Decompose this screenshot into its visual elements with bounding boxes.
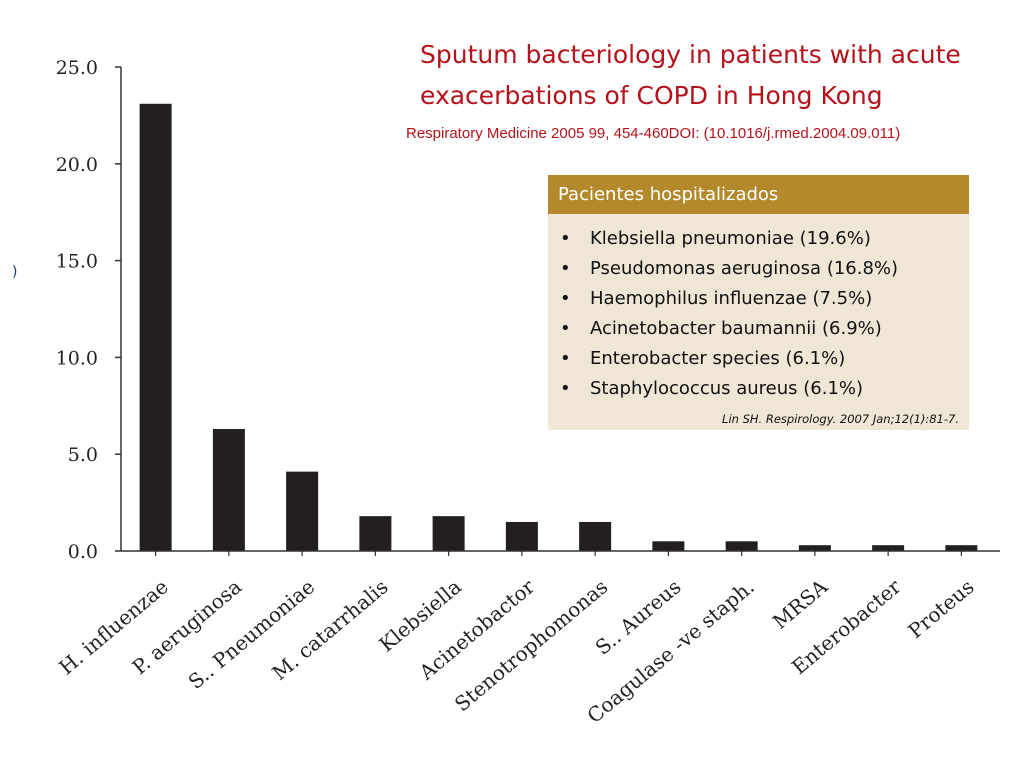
- info-item-text: Klebsiella pneumoniae (19.6%): [590, 228, 871, 249]
- bullet-icon: •: [560, 288, 571, 309]
- bullet-icon: •: [560, 318, 571, 339]
- y-axis: 0.0 5.0 10.0 15.0 20.0 25.0: [56, 57, 122, 563]
- x-tick-label: S.. Pneumoniae: [184, 574, 320, 693]
- info-box-header: Pacientes hospitalizados: [548, 175, 969, 214]
- info-box: Pacientes hospitalizados • Klebsiella pne…: [548, 175, 969, 430]
- info-item-text: Pseudomonas aeruginosa (16.8%): [590, 258, 899, 279]
- bar-5: [432, 516, 465, 551]
- y-tick-label: 5.0: [68, 444, 98, 466]
- info-item-text: Acinetobacter baumannii (6.9%): [590, 318, 882, 339]
- y-tick-label: 15.0: [56, 251, 98, 273]
- bar-8: [652, 541, 685, 551]
- info-list: • Klebsiella pneumoniae (19.6%) • Pseudomo…: [548, 224, 969, 404]
- info-list-item: • Acinetobacter baumannii (6.9%): [560, 314, 969, 344]
- y-tick-label: 20.0: [56, 154, 98, 176]
- y-tick-label: 10.0: [56, 347, 98, 369]
- bullet-icon: •: [560, 348, 571, 369]
- y-tick-label: 25.0: [56, 57, 98, 79]
- bullet-icon: •: [560, 228, 571, 249]
- bar-12: [945, 545, 978, 551]
- info-list-item: • Staphylococcus aureus (6.1%): [560, 374, 969, 404]
- info-item-text: Haemophilus influenzae (7.5%): [590, 288, 873, 309]
- bars: [139, 103, 978, 551]
- info-citation: Lin SH. Respirology. 2007 Jan;12(1):81-7…: [722, 412, 959, 426]
- bar-10: [798, 545, 831, 551]
- y-tick-label: 0.0: [68, 541, 98, 563]
- info-item-text: Enterobacter species (6.1%): [590, 348, 846, 369]
- bar-9: [725, 541, 758, 551]
- chart-title-line-1: Sputum bacteriology in patients with acu…: [420, 40, 961, 69]
- bar-3: [286, 471, 319, 551]
- bar-6: [505, 521, 538, 551]
- bullet-icon: •: [560, 378, 571, 399]
- x-tick-label: Proteus: [903, 574, 978, 643]
- bar-11: [872, 545, 905, 551]
- x-tick-label: MRSA: [768, 574, 833, 634]
- bar-7: [579, 521, 612, 551]
- chart-title: Sputum bacteriology in patients with acu…: [420, 34, 1020, 116]
- info-list-item: • Haemophilus influenzae (7.5%): [560, 284, 969, 314]
- bar-2: [212, 429, 245, 551]
- bar-1: [139, 103, 172, 551]
- bullet-icon: •: [560, 258, 571, 279]
- bar-4: [359, 516, 392, 551]
- info-list-item: • Klebsiella pneumoniae (19.6%): [560, 224, 969, 254]
- info-list-item: • Pseudomonas aeruginosa (16.8%): [560, 254, 969, 284]
- left-edge-mark: ): [12, 264, 18, 280]
- info-list-item: • Enterobacter species (6.1%): [560, 344, 969, 374]
- info-item-text: Staphylococcus aureus (6.1%): [590, 378, 864, 399]
- chart-title-line-2: exacerbations of COPD in Hong Kong: [420, 81, 883, 110]
- chart-subtitle: Respiratory Medicine 2005 99, 454-460DOI…: [406, 125, 901, 142]
